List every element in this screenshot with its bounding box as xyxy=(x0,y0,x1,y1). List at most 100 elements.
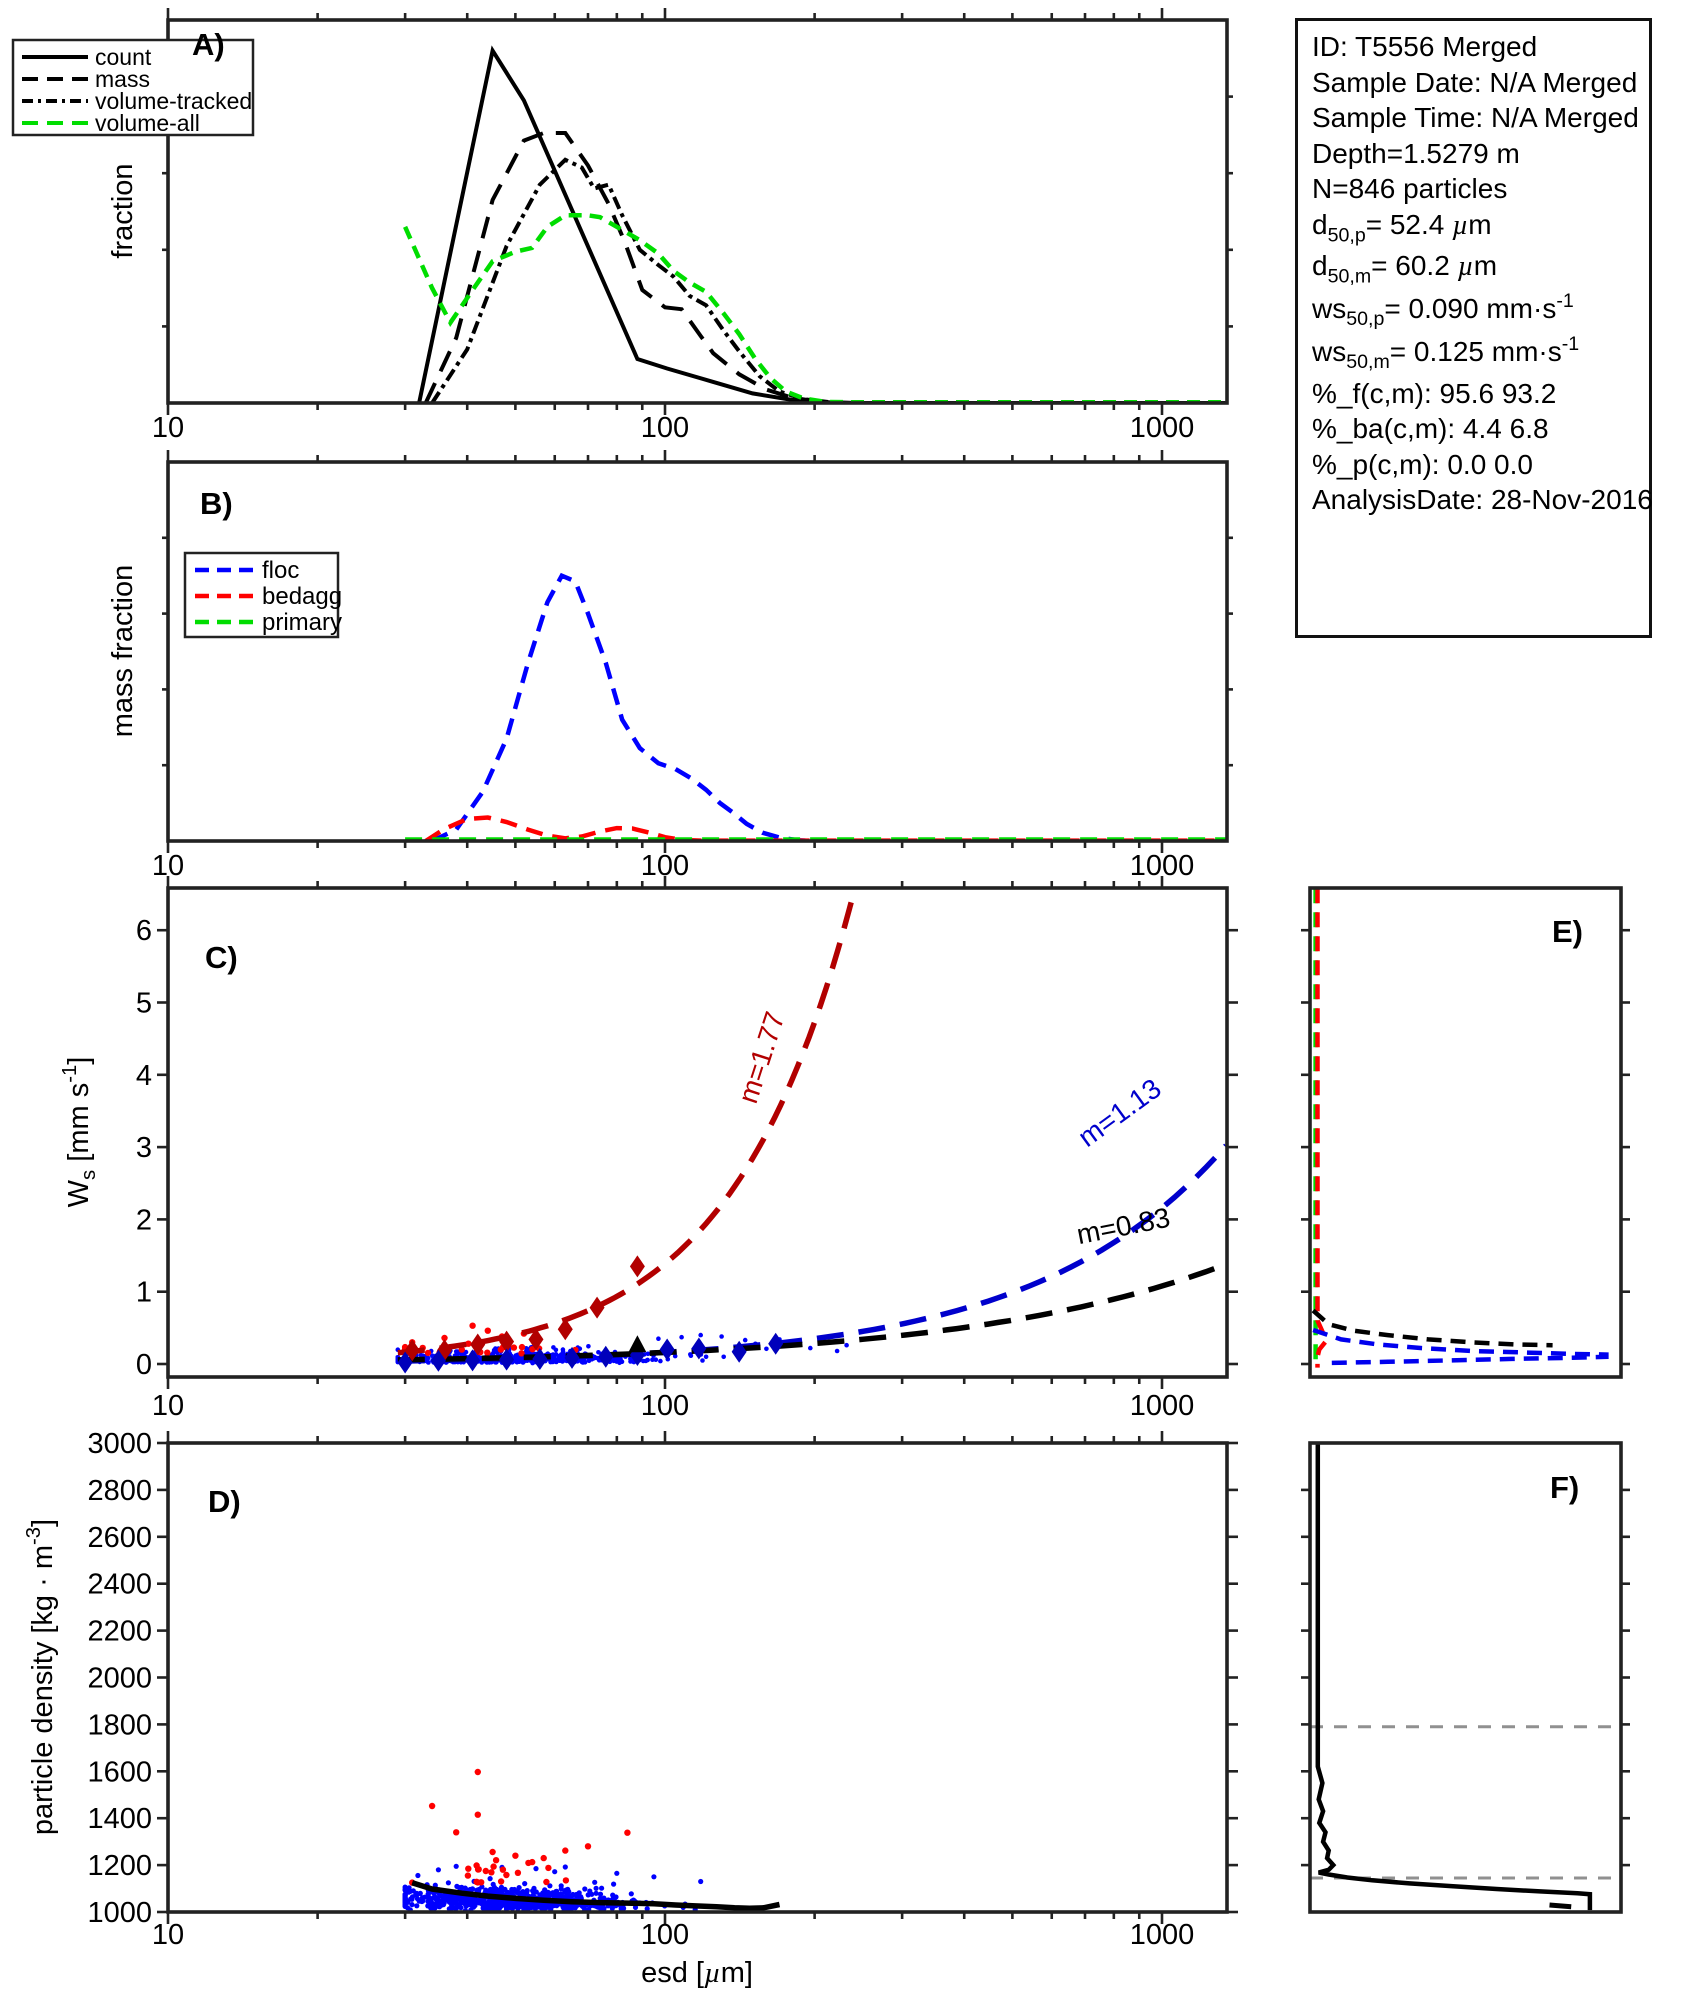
panel-d-xtick-label-0: 10 xyxy=(152,1919,184,1951)
series-bedagg xyxy=(424,815,1227,841)
panel-d-ytick-label-1600: 1600 xyxy=(87,1756,152,1788)
panel-d-ytick-label-1000: 1000 xyxy=(87,1897,152,1929)
density-dist-dash xyxy=(1549,1902,1572,1910)
info-line-6: d50,m= 60.2 µm xyxy=(1312,250,1498,288)
series-volume-all xyxy=(403,213,1227,403)
legend-b-label-bedagg: bedagg xyxy=(262,583,342,610)
panel-c-content xyxy=(395,888,1227,1374)
panel-e-frame xyxy=(1308,886,1623,1379)
info-line-7: ws50,p= 0.090 mm·s-1 xyxy=(1312,290,1574,331)
panel-c-xticks xyxy=(166,876,1164,1389)
series-count xyxy=(417,45,1227,403)
red-diamond-markers xyxy=(404,1255,645,1362)
panel-c-ylabel: Ws​ [mm s-1​] xyxy=(59,1057,100,1208)
panel-c-xtick-label-2: 1000 xyxy=(1130,1390,1195,1422)
panel-c-frame xyxy=(166,886,1229,1379)
series-volume-tracked xyxy=(430,157,1227,403)
panel-d-ytick-label-3000: 3000 xyxy=(87,1428,152,1460)
panel-f-frame xyxy=(1308,1441,1623,1914)
panel-f-yticks xyxy=(1301,1488,1630,1867)
legend-a-label-count: count xyxy=(95,44,152,70)
panel-b-yticks xyxy=(162,536,1233,767)
panel-c-xtick-label-0: 10 xyxy=(152,1390,184,1422)
info-line-10: %_ba(c,m): 4.4 6.8 xyxy=(1312,413,1549,445)
panel-a-xtick-label-2: 1000 xyxy=(1130,412,1195,444)
panel-c-ytick-label-5: 5 xyxy=(136,988,152,1020)
fit-label-bedagg-fit: m=1.77 xyxy=(732,1008,791,1107)
density-dist xyxy=(1315,1443,1593,1911)
info-line-5: d50,p= 52.4 µm xyxy=(1312,208,1492,247)
x-axis-label: esd [µm] xyxy=(641,1957,753,1989)
info-line-3: Depth=1.5279 m xyxy=(1312,137,1520,169)
panel-d-ytick-label-1400: 1400 xyxy=(87,1803,152,1835)
panel-c-ytick-label-1: 1 xyxy=(136,1277,152,1309)
panel-a-xtick-label-1: 100 xyxy=(641,412,689,444)
info-line-11: %_p(c,m): 0.0 0.0 xyxy=(1312,448,1533,480)
panel-c-ytick-label-3: 3 xyxy=(136,1132,152,1164)
legend-b-box xyxy=(183,551,340,639)
scatter-density-bedagg-points xyxy=(409,1768,631,1886)
panel-label-e: E) xyxy=(1552,914,1583,949)
panel-a-ylabel: fraction xyxy=(107,163,139,258)
panel-label-a: A) xyxy=(192,27,225,62)
panel-e-yticks xyxy=(1301,928,1630,1366)
panel-c-ytick-label-2: 2 xyxy=(136,1204,152,1236)
black-triangle-marker xyxy=(628,1335,647,1353)
info-line-2: Sample Time: N/A Merged xyxy=(1312,102,1639,134)
legend-a-label-volume-all: volume-all xyxy=(95,110,200,136)
legend-b-label-primary: primary xyxy=(262,609,342,636)
panel-d-ytick-label-2400: 2400 xyxy=(87,1569,152,1601)
panel-a-yticks xyxy=(162,95,1233,328)
info-line-0: ID: T5556 Merged xyxy=(1312,31,1538,62)
panel-d-ytick-label-2000: 2000 xyxy=(87,1663,152,1695)
floc-ws-dist-lo xyxy=(1331,1354,1609,1366)
panel-d-xtick-label-2: 1000 xyxy=(1130,1919,1195,1951)
series-mass xyxy=(423,131,1227,403)
panel-b-series xyxy=(405,572,1227,841)
fit-bedagg-fit xyxy=(397,888,858,1356)
panel-b-frame xyxy=(166,460,1229,843)
panel-b-xticks xyxy=(166,450,1164,853)
panel-a-xticks xyxy=(166,8,1164,415)
panel-d-xtick-label-1: 100 xyxy=(641,1919,689,1951)
legend-b-label-floc: floc xyxy=(262,557,299,584)
bedagg-ws-dist xyxy=(1315,888,1329,1368)
panel-d-ytick-label-1800: 1800 xyxy=(87,1709,152,1741)
info-line-12: AnalysisDate: 28-Nov-2016 xyxy=(1312,484,1653,516)
panel-d-ytick-label-2200: 2200 xyxy=(87,1616,152,1648)
panel-c-yticks xyxy=(157,928,1238,1366)
panel-c-ytick-label-0: 0 xyxy=(136,1349,152,1381)
panel-label-d: D) xyxy=(208,1484,241,1519)
panel-d-yticks xyxy=(157,1441,1238,1914)
floc-ws-dist-hi xyxy=(1312,1327,1609,1357)
panel-label-f: F) xyxy=(1550,1470,1579,1505)
fit-label-floc-fit: m=1.13 xyxy=(1072,1072,1166,1152)
scatter-density-floc-points xyxy=(402,1863,704,1912)
panel-label-b: B) xyxy=(200,486,233,521)
info-line-1: Sample Date: N/A Merged xyxy=(1312,66,1638,98)
panel-a-xtick-label-0: 10 xyxy=(152,412,184,444)
all-ws-dist xyxy=(1311,1308,1553,1348)
info-line-8: ws50,m= 0.125 mm·s-1 xyxy=(1312,333,1580,374)
info-line-9: %_f(c,m): 95.6 93.2 xyxy=(1312,377,1557,409)
series-floc xyxy=(431,572,1227,841)
panel-f-content xyxy=(1310,1443,1621,1911)
info-box: ID: T5556 Merged Sample Date: N/A Merged S… xyxy=(1295,18,1653,638)
legend-a-label-mass: mass xyxy=(95,66,150,92)
panel-e-content xyxy=(1311,888,1609,1368)
legend-a-label-volume-tracked: volume-tracked xyxy=(95,88,252,114)
info-line-4: N=846 particles xyxy=(1312,173,1508,205)
panel-d-frame xyxy=(166,1441,1229,1914)
panel-a-frame xyxy=(166,18,1229,405)
fit-floc-fit xyxy=(397,1143,1227,1364)
fit-label-all-fit: m=0.83 xyxy=(1074,1202,1172,1250)
density-mean-line xyxy=(411,1880,781,1911)
panel-a-series xyxy=(403,45,1227,403)
panel-label-c: C) xyxy=(205,940,238,975)
panel-b-ylabel: mass fraction xyxy=(107,565,139,737)
panel-d-ylabel: particle density [kg · m-3​] xyxy=(23,1519,59,1835)
